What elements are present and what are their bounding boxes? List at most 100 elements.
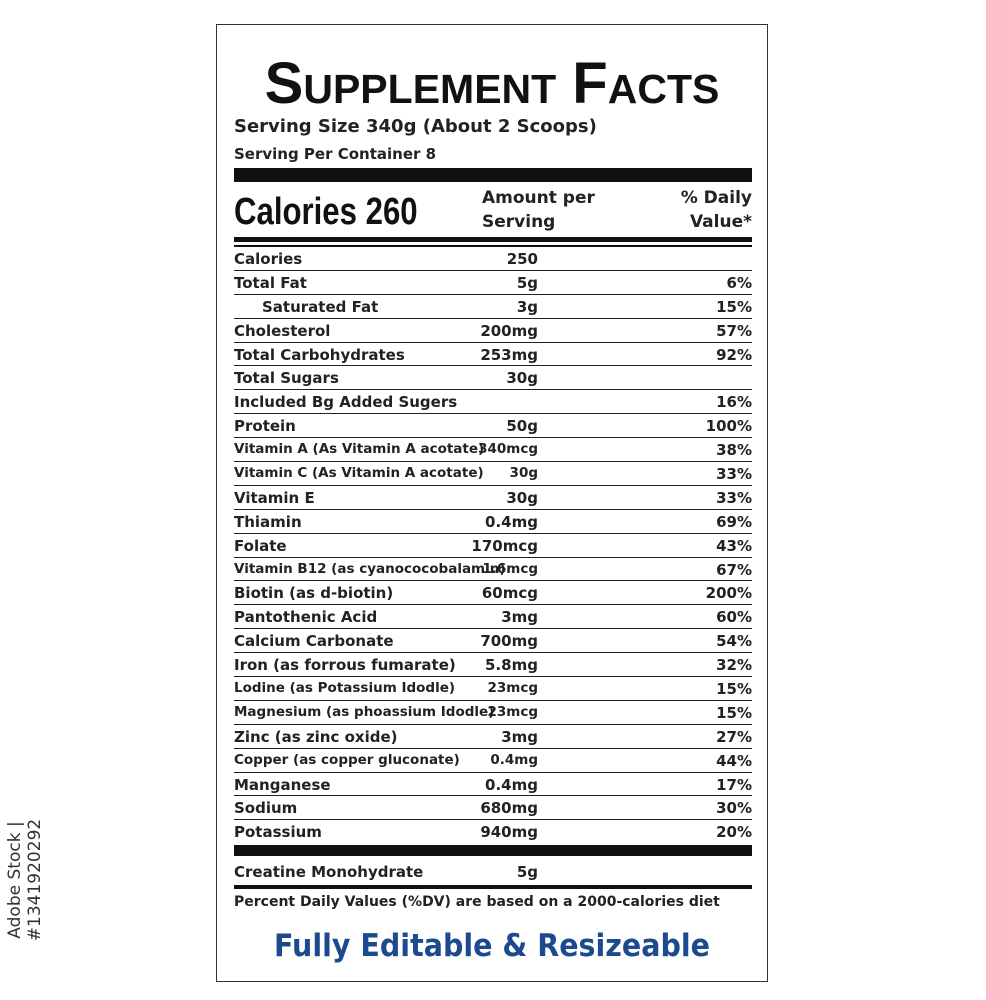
nutrient-amount: 250 [506, 250, 538, 268]
daily-value: 38% [716, 441, 752, 460]
nutrient-name: Lodine (as Potassium Idodle) [234, 680, 456, 697]
nutrient-amount: 170mcg [471, 536, 538, 555]
divider [234, 237, 752, 242]
footnote: Percent Daily Values (%DV) are based on … [234, 894, 720, 910]
daily-value: 33% [716, 488, 752, 507]
nutrient-row: Vitamin A (As Vitamin A acotate) 340mcg 38… [234, 438, 752, 463]
nutrient-name: Calories [234, 250, 303, 268]
banner: Fully Editable & Resizeable [273, 928, 711, 964]
nutrient-amount: 23mcg [487, 680, 538, 697]
nutrient-amount: 5g [516, 273, 538, 292]
nutrient-amount: 253mg [480, 345, 538, 364]
nutrient-name: Folate [234, 536, 287, 555]
nutrient-row: Total Sugars 30g [234, 366, 752, 391]
daily-value: 200% [705, 584, 752, 603]
dv-header: % Daily Value* [680, 188, 752, 232]
watermark: Adobe Stock | #1341920292 [5, 818, 45, 942]
nutrient-row: Zinc (as zinc oxide) 3mg 27% [234, 725, 752, 749]
nutrient-name: Thiamin [234, 512, 302, 531]
nutrient-amount: 3mg [501, 727, 538, 746]
title: Supplement Facts [264, 51, 720, 116]
serving-per-container: Serving Per Container 8 [234, 145, 437, 163]
divider [234, 168, 752, 182]
nutrient-amount: 50g [506, 417, 538, 436]
nutrient-row: Lodine (as Potassium Idodle) 23mcg 15% [234, 677, 752, 701]
nutrient-row: Protein 50g 100% [234, 414, 752, 439]
nutrient-amount: 3mg [501, 608, 538, 627]
nutrient-name: Calcium Carbonate [234, 632, 394, 651]
nutrient-table: Calories 250 Total Fat 5g 6% Saturated Fat 3g 1… [234, 247, 752, 844]
daily-value: 57% [716, 321, 752, 340]
daily-value: 30% [716, 799, 752, 818]
creatine-name: Creatine Monohydrate [234, 863, 424, 881]
nutrient-amount: 0.4mg [485, 512, 538, 531]
nutrient-amount: 340mcg [478, 441, 538, 458]
nutrient-amount: 60mcg [481, 584, 538, 603]
nutrient-row: Saturated Fat 3g 15% [234, 295, 752, 319]
daily-value: 15% [716, 703, 752, 722]
nutrient-amount: 700mg [480, 632, 538, 651]
daily-value: 16% [716, 393, 752, 412]
divider [234, 885, 752, 889]
daily-value: 15% [716, 680, 752, 699]
nutrient-name: Included Bg Added Sugers [234, 393, 458, 412]
nutrient-name: Vitamin B12 (as cyanococobalamin) [234, 560, 506, 577]
nutrient-row: Vitamin C (As Vitamin A acotate) 30g 33% [234, 462, 752, 486]
nutrient-row: Biotin (as d-biotin) 60mcg 200% [234, 581, 752, 606]
amount-header: Amount per Serving [482, 188, 595, 232]
daily-value: 6% [726, 273, 752, 292]
nutrient-name: Pantothenic Acid [234, 608, 378, 627]
creatine-amount: 5g [516, 863, 538, 881]
nutrient-amount: 30g [506, 488, 538, 507]
nutrient-name: Cholesterol [234, 321, 331, 340]
daily-value: 54% [716, 632, 752, 651]
nutrient-amount: 680mg [480, 799, 538, 818]
divider [234, 245, 752, 247]
nutrient-name: Total Fat [234, 273, 307, 292]
nutrient-name: Vitamin A (As Vitamin A acotate) [234, 441, 485, 458]
nutrient-amount: 23mcg [487, 703, 538, 720]
nutrient-amount: 1.6mcg [482, 560, 538, 577]
nutrient-name: Total Sugars [234, 369, 339, 388]
daily-value: 92% [716, 345, 752, 364]
nutrient-name: Biotin (as d-biotin) [234, 584, 394, 603]
nutrient-row: Manganese 0.4mg 17% [234, 773, 752, 797]
daily-value: 69% [716, 512, 752, 531]
daily-value: 60% [716, 608, 752, 627]
nutrient-row: Cholesterol 200mg 57% [234, 319, 752, 343]
nutrient-row: Total Carbohydrates 253mg 92% [234, 343, 752, 367]
nutrient-row: Vitamin B12 (as cyanococobalamin) 1.6mcg 6… [234, 558, 752, 582]
label-frame [216, 24, 768, 982]
nutrient-name: Iron (as forrous fumarate) [234, 656, 456, 675]
nutrient-name: Total Carbohydrates [234, 345, 405, 364]
daily-value: 44% [716, 751, 752, 770]
daily-value: 100% [705, 417, 752, 436]
nutrient-amount: 3g [516, 297, 538, 316]
nutrient-name: Zinc (as zinc oxide) [234, 727, 398, 746]
nutrient-amount: 30g [506, 369, 538, 388]
nutrient-row: Folate 170mcg 43% [234, 534, 752, 558]
daily-value: 67% [716, 560, 752, 579]
nutrient-amount: 940mg [480, 823, 538, 842]
daily-value: 43% [716, 536, 752, 555]
nutrient-row: Thiamin 0.4mg 69% [234, 510, 752, 534]
nutrient-row: Included Bg Added Sugers 16% [234, 390, 752, 415]
daily-value: 33% [716, 465, 752, 484]
nutrient-amount: 30g [509, 465, 538, 482]
nutrient-name: Saturated Fat [262, 297, 379, 316]
nutrient-name: Sodium [234, 799, 298, 818]
serving-size: Serving Size 340g (About 2 Scoops) [234, 116, 597, 137]
nutrient-row: Potassium 940mg 20% [234, 820, 752, 844]
divider [234, 845, 752, 856]
nutrient-name: Potassium [234, 823, 322, 842]
daily-value: 17% [716, 775, 752, 794]
nutrient-row: Copper (as copper gluconate) 0.4mg 44% [234, 749, 752, 773]
nutrient-amount: 0.4mg [485, 775, 538, 794]
daily-value: 20% [716, 823, 752, 842]
daily-value: 27% [716, 727, 752, 746]
calories-header: Calories 260 [234, 191, 418, 233]
nutrient-name: Magnesium (as phoassium Idodle) [234, 703, 495, 720]
nutrient-name: Copper (as copper gluconate) [234, 751, 460, 768]
daily-value: 15% [716, 297, 752, 316]
